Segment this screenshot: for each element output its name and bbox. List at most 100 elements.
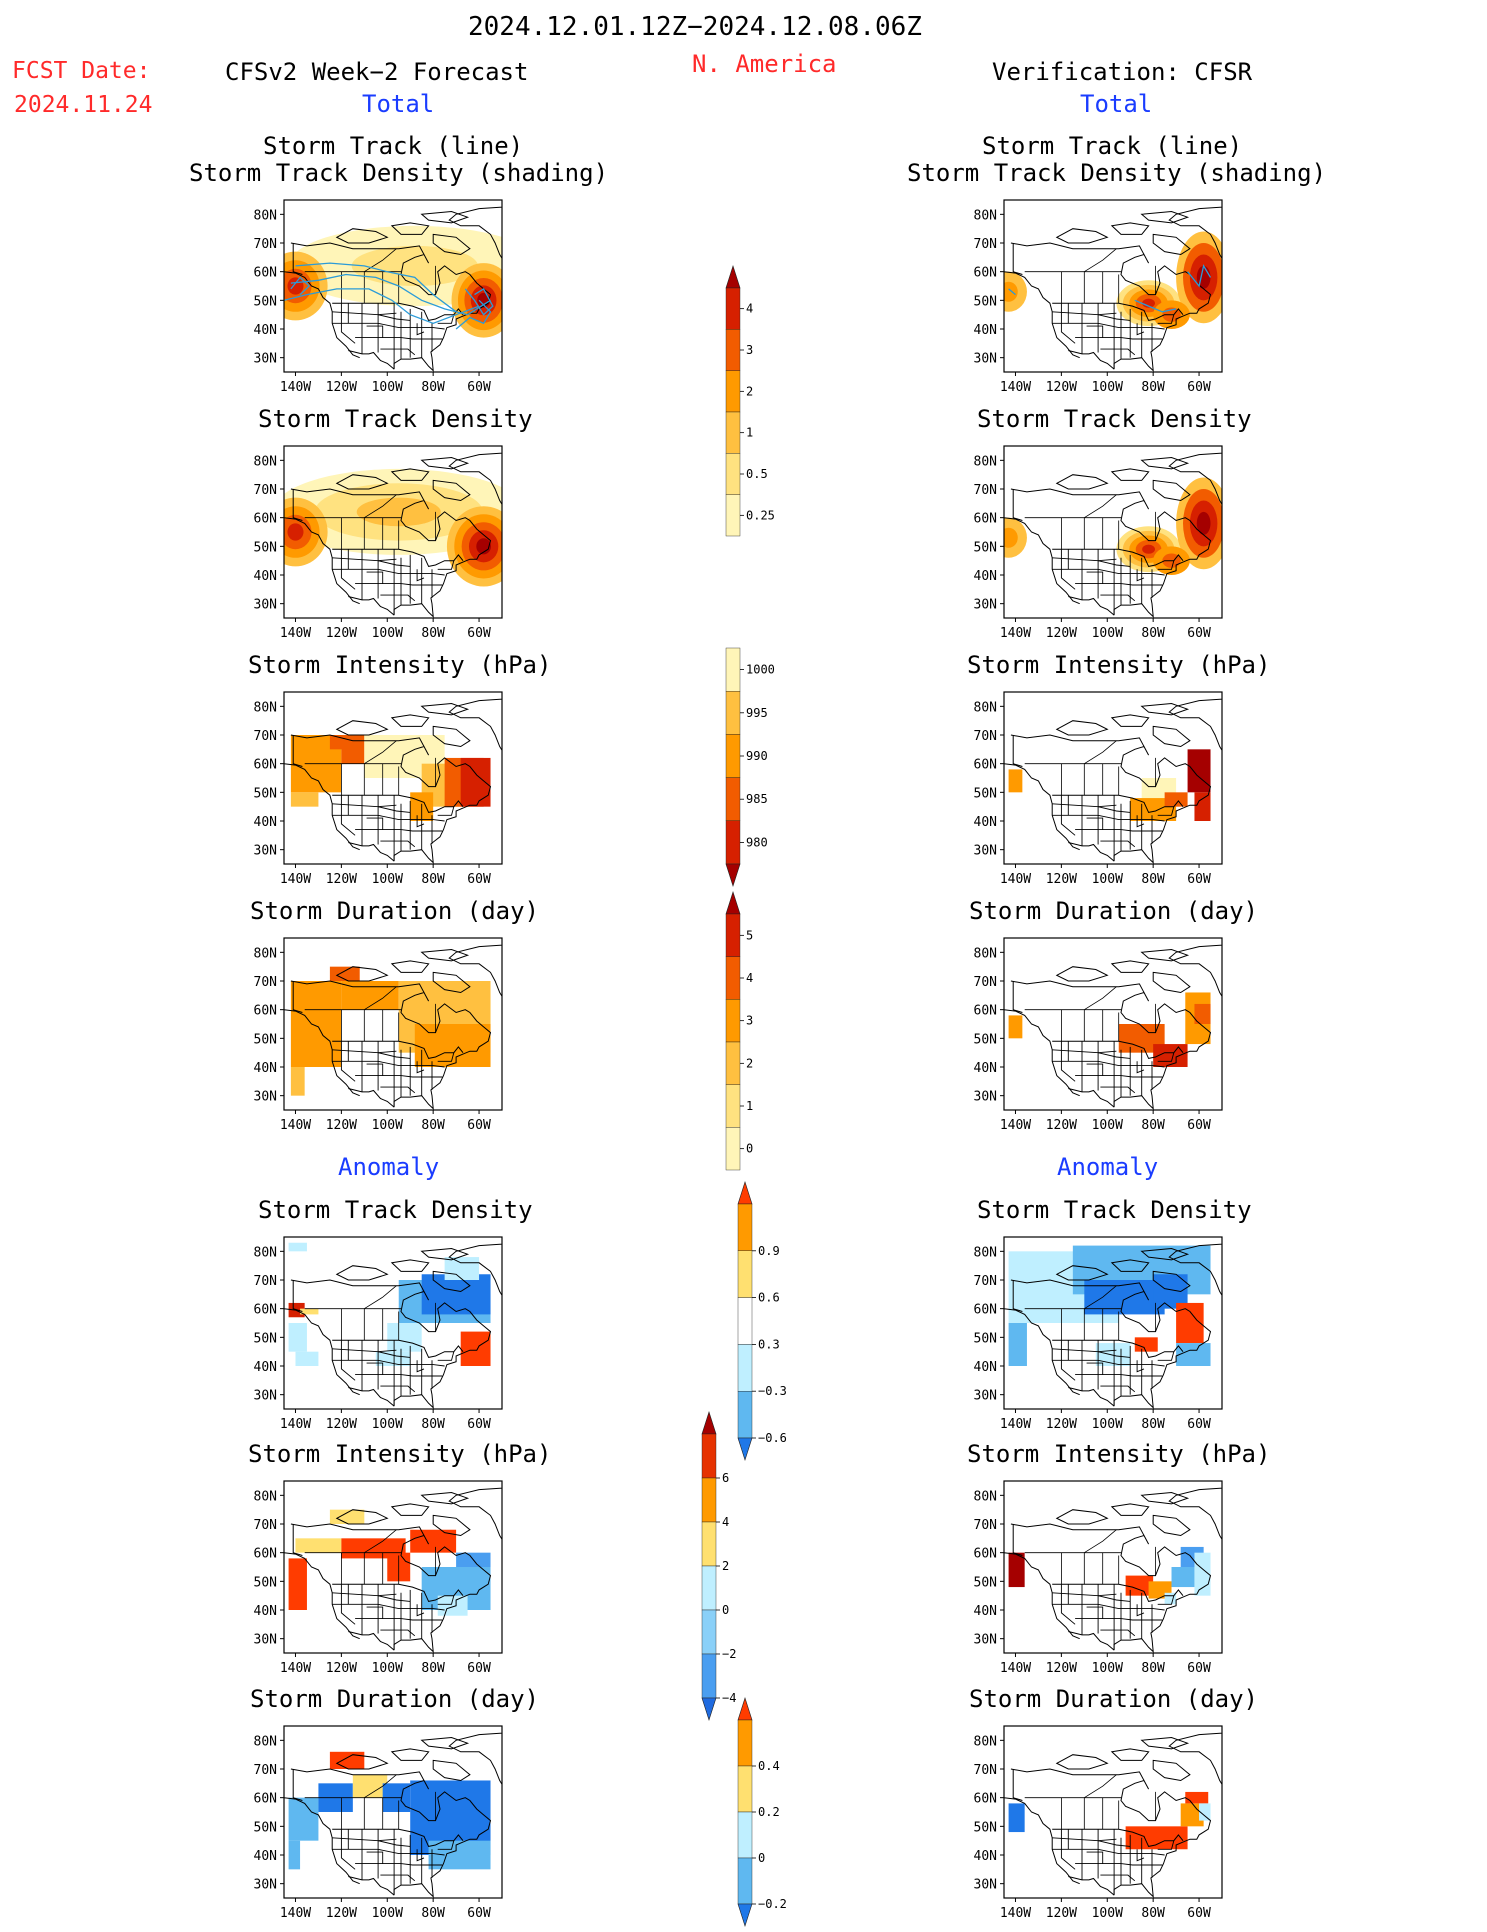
forecast-title: CFSv2 Week−2 Forecast	[225, 58, 529, 86]
lat-label: 40N	[254, 1849, 277, 1864]
coastline	[1004, 1797, 1080, 1885]
shading-cell	[1171, 1567, 1195, 1588]
map-frame	[1003, 199, 1223, 373]
shading-cell	[1185, 1791, 1209, 1804]
state-border	[332, 1348, 411, 1358]
map-frame	[1003, 1236, 1223, 1410]
map-frame	[283, 1725, 503, 1899]
state-border	[1052, 311, 1131, 321]
colorbar-cell	[725, 329, 741, 371]
lat-label: 30N	[974, 844, 997, 859]
lon-label: 140W	[1000, 380, 1031, 395]
border	[1052, 1339, 1184, 1358]
state-border	[1136, 1360, 1145, 1373]
colorbar-label: −0.2	[758, 1897, 787, 1911]
state-border	[1086, 571, 1104, 584]
lon-label: 60W	[1187, 626, 1211, 641]
coastline	[335, 1754, 389, 1770]
shading-cell	[460, 1331, 491, 1366]
state-border	[366, 1063, 384, 1076]
coastline	[390, 1748, 430, 1761]
shading-cell	[329, 966, 360, 981]
shading-cell	[329, 735, 346, 750]
coastline	[284, 1552, 360, 1640]
coastline	[420, 948, 470, 962]
border	[332, 548, 464, 567]
coastline	[1168, 206, 1222, 260]
lat-label: 50N	[254, 294, 277, 309]
lat-label: 60N	[974, 1792, 997, 1807]
state-border	[366, 817, 384, 830]
colorbar-label: 1	[746, 1099, 753, 1113]
lon-label: 120W	[326, 1118, 357, 1133]
state-border	[1136, 1604, 1145, 1617]
border	[1012, 243, 1023, 275]
lat-label: 80N	[974, 454, 997, 469]
state-border	[366, 1606, 384, 1619]
lon-label: 80W	[421, 380, 445, 395]
lon-label: 120W	[326, 1417, 357, 1432]
colorbar-label: 0.9	[758, 1244, 780, 1258]
colorbar-duration-total: 5 4 3 2 1 0	[724, 890, 804, 1176]
colorbar-cell	[725, 1127, 741, 1171]
lon-label: 60W	[1187, 872, 1211, 887]
lat-label: 80N	[974, 1245, 997, 1260]
panel-title: Storm Duration (day)	[250, 1685, 539, 1713]
state-border	[437, 1351, 455, 1361]
shading-cell	[1125, 1826, 1188, 1850]
lon-label: 120W	[1046, 380, 1077, 395]
state-border	[380, 1629, 416, 1637]
colorbar-cell	[725, 453, 741, 495]
shading-cell	[290, 1067, 305, 1096]
state-border	[380, 348, 416, 356]
shading-cell	[437, 1595, 468, 1616]
shading-cell	[1164, 792, 1188, 807]
lon-label: 120W	[326, 1906, 357, 1921]
lon-label: 120W	[1046, 1906, 1077, 1921]
lon-label: 100W	[372, 872, 403, 887]
shading-cell	[1134, 1337, 1158, 1352]
coastline	[448, 206, 502, 260]
lon-label: 80W	[1141, 1417, 1165, 1432]
state-border	[437, 1840, 455, 1850]
coastline	[1004, 517, 1080, 605]
map-forecast-density-anomaly: 80N 70N 60N 50N 40N 30N 140W 120W 100W 80W 60W	[240, 1233, 506, 1435]
lon-label: 100W	[1092, 380, 1123, 395]
shading-contour	[1142, 298, 1155, 308]
lat-label: 40N	[254, 1604, 277, 1619]
lon-label: 80W	[421, 1417, 445, 1432]
map-frame	[1003, 691, 1223, 865]
lat-label: 30N	[974, 1090, 997, 1105]
coastline	[1004, 1552, 1080, 1640]
lon-label: 80W	[421, 626, 445, 641]
lat-label: 50N	[974, 1032, 997, 1047]
coastline	[1168, 944, 1222, 998]
border	[1012, 735, 1023, 767]
coastline	[1140, 210, 1190, 224]
forecast-period: 2024.12.01.12Z−2024.12.08.06Z	[468, 12, 922, 42]
panel-title: Storm Track Density (shading)	[907, 159, 1327, 187]
coastline	[1152, 971, 1191, 994]
coastline	[284, 271, 360, 359]
coastline	[290, 1279, 492, 1409]
storm-track-line	[295, 262, 457, 313]
coastline	[420, 210, 470, 224]
shading-cell	[1008, 769, 1023, 793]
coastline	[1168, 452, 1222, 506]
coastline	[1110, 1503, 1150, 1516]
coastline	[432, 1759, 471, 1782]
coastline	[448, 1732, 502, 1786]
panel-title: Storm Duration (day)	[969, 1685, 1258, 1713]
state-border	[1052, 1359, 1165, 1367]
coastline	[1004, 271, 1080, 359]
coastline	[1010, 1279, 1212, 1409]
lat-label: 30N	[974, 598, 997, 613]
province-border	[1084, 494, 1117, 519]
state-border	[1100, 1385, 1136, 1393]
colorbar-density-total: 4 3 2 1 0.5 0.25	[724, 264, 804, 542]
lon-label: 120W	[326, 380, 357, 395]
coastline	[1140, 948, 1190, 962]
border	[1052, 1583, 1184, 1602]
border	[292, 1524, 303, 1556]
colorbar-label: 6	[722, 1471, 729, 1485]
